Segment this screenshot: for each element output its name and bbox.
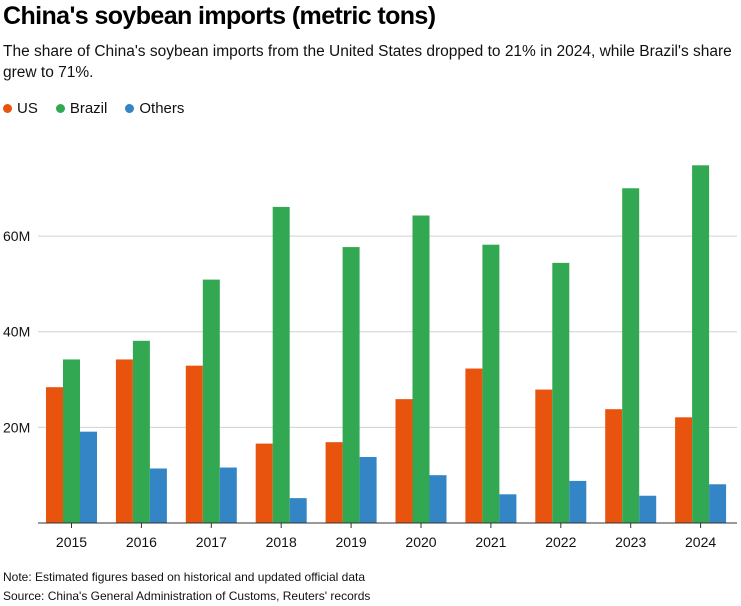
legend-label-us: US <box>17 100 38 117</box>
y-tick-label: 60M <box>3 228 30 244</box>
bar-brazil-2021 <box>482 244 500 523</box>
y-tick-label: 40M <box>3 324 30 340</box>
x-tick-label: 2017 <box>196 534 227 550</box>
legend-item-brazil: Brazil <box>55 100 108 117</box>
bar-us-2020 <box>395 399 413 523</box>
x-tick-label: 2024 <box>685 534 716 550</box>
bar-others-2024 <box>709 484 727 523</box>
bar-us-2023 <box>605 409 623 523</box>
legend: US Brazil Others <box>3 100 184 117</box>
bar-others-2020 <box>429 475 447 523</box>
bar-others-2018 <box>289 498 307 523</box>
bar-brazil-2024 <box>692 165 710 524</box>
bar-brazil-2022 <box>552 262 570 523</box>
bar-brazil-2016 <box>132 340 150 523</box>
bar-brazil-2018 <box>272 206 290 523</box>
legend-label-brazil: Brazil <box>69 100 108 117</box>
x-tick-label: 2020 <box>405 534 436 550</box>
bar-us-2019 <box>325 442 343 523</box>
bar-us-2016 <box>115 359 133 523</box>
bar-brazil-2019 <box>342 247 360 524</box>
x-tick-label: 2019 <box>336 534 367 550</box>
legend-swatch-others <box>125 104 135 113</box>
bar-others-2023 <box>639 495 657 523</box>
chart-source: Source: China's General Administration o… <box>3 589 371 603</box>
x-tick-label: 2021 <box>475 534 506 550</box>
bar-us-2015 <box>46 387 63 523</box>
legend-swatch-us <box>3 104 12 113</box>
bar-brazil-2020 <box>412 215 430 523</box>
chart-subtitle: The share of China's soybean imports fro… <box>3 43 732 81</box>
bar-others-2017 <box>219 467 237 523</box>
bar-us-2018 <box>255 443 273 523</box>
legend-item-us: US <box>3 100 38 117</box>
x-tick-label: 2015 <box>56 534 87 550</box>
legend-item-others: Others <box>125 100 184 117</box>
chart-title: China's soybean imports (metric tons) <box>3 2 436 30</box>
bar-us-2024 <box>675 417 693 523</box>
bar-others-2022 <box>569 480 587 523</box>
bar-us-2017 <box>185 365 203 523</box>
bar-us-2021 <box>465 368 483 523</box>
bar-others-2015 <box>80 431 97 523</box>
bar-others-2019 <box>359 457 377 523</box>
bar-us-2022 <box>535 389 553 523</box>
bar-brazil-2023 <box>622 188 640 523</box>
chart-note: Note: Estimated figures based on histori… <box>3 570 366 584</box>
x-tick-label: 2022 <box>545 534 576 550</box>
legend-swatch-brazil <box>55 104 65 113</box>
bar-others-2021 <box>499 494 517 523</box>
x-tick-label: 2018 <box>266 534 297 550</box>
bar-others-2016 <box>149 468 167 523</box>
legend-label-others: Others <box>139 100 185 117</box>
bar-brazil-2017 <box>202 279 220 523</box>
bar-brazil-2015 <box>63 359 80 523</box>
y-tick-label: 20M <box>3 419 30 435</box>
x-tick-label: 2016 <box>126 534 157 550</box>
x-tick-label: 2023 <box>615 534 646 550</box>
